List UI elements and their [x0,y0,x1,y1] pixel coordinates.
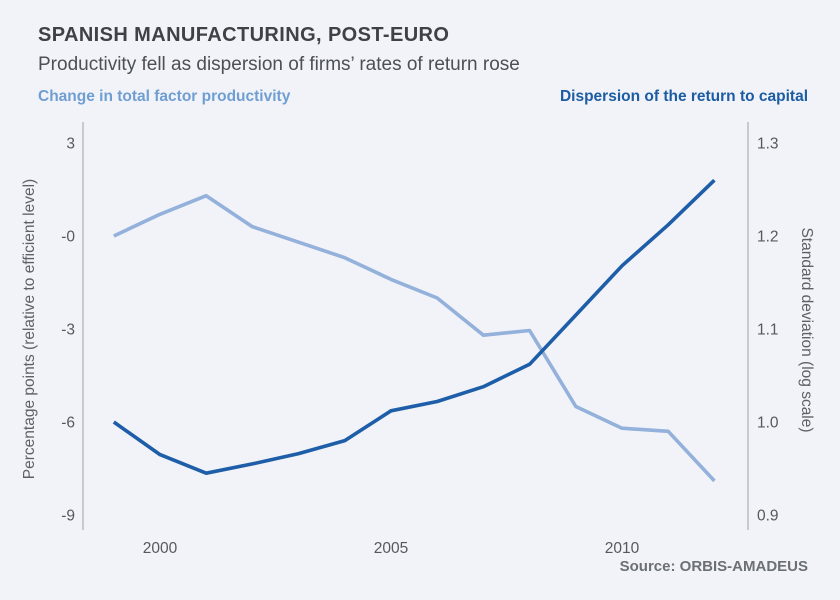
right-axis-tick-label: 1.0 [757,415,779,432]
series-line-tfp [113,193,716,483]
right-axis-tick-label: 0.9 [757,508,779,525]
series-line-dispersion [112,178,716,476]
left-axis-tick-label: -9 [61,508,75,525]
left-axis-tick-label: -0 [61,229,75,246]
right-axis-tick-label: 1.1 [757,322,779,339]
page-title: SPANISH MANUFACTURING, POST-EURO [38,24,450,46]
x-axis-tick-label: 2010 [605,540,640,557]
left-axis-tick-label: 3 [66,136,75,153]
x-axis-tick-label: 2000 [143,540,178,557]
page-subtitle: Productivity fell as dispersion of firms… [38,54,520,75]
legend-label-dispersion: Dispersion of the return to capital [559,88,808,105]
x-axis-tick-label: 2005 [374,540,408,557]
legend-label-tfp: Change in total factor productivity [38,88,291,105]
left-axis-tick-label: -3 [61,322,75,339]
source-credit: Source: ORBIS-AMADEUS [619,558,808,575]
right-axis-title: Standard deviation (log scale) [798,227,815,432]
right-axis-tick-label: 1.3 [757,136,779,153]
left-axis-tick-label: -6 [61,415,75,432]
left-axis-title: Percentage points (relative to efficient… [21,179,38,479]
right-axis-tick-label: 1.2 [757,229,779,246]
